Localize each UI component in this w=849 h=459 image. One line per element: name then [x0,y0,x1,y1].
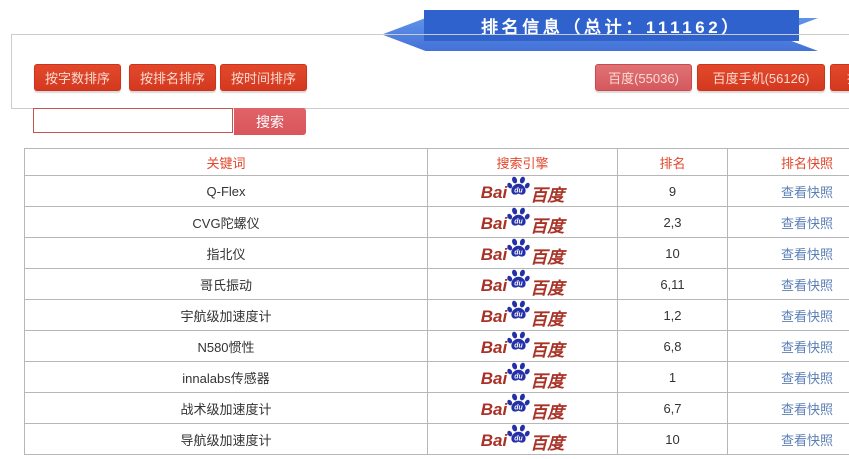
svg-text:du: du [515,435,524,442]
svg-text:du: du [515,249,524,256]
svg-text:du: du [515,404,524,411]
svg-text:du: du [515,280,524,287]
svg-text:du: du [515,187,524,194]
svg-text:du: du [515,373,524,380]
svg-text:du: du [515,311,524,318]
svg-text:du: du [515,218,524,225]
svg-text:du: du [515,342,524,349]
